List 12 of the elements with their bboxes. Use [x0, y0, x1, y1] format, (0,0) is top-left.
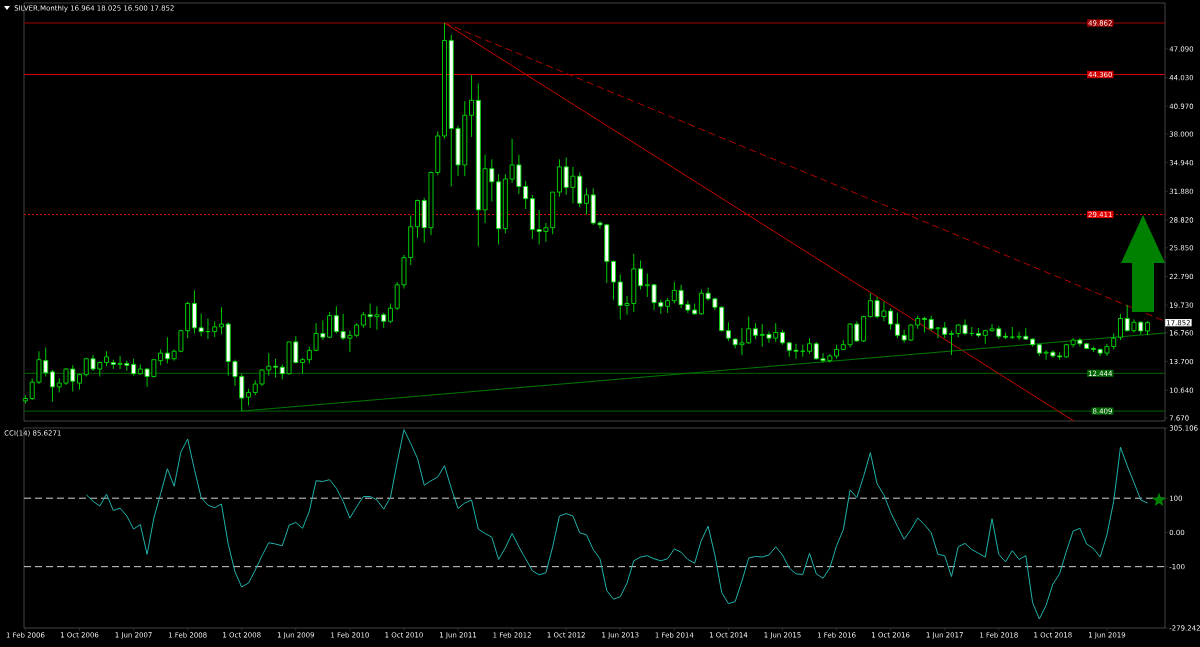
candlestick — [921, 316, 927, 333]
candlestick — [948, 330, 954, 356]
candlestick — [469, 74, 475, 138]
candlestick — [583, 187, 589, 216]
candlestick — [49, 369, 55, 403]
candlestick — [218, 306, 224, 335]
candlestick — [387, 303, 393, 324]
candlestick — [273, 358, 278, 378]
candlestick — [611, 259, 616, 301]
candlestick — [638, 259, 644, 290]
line-series — [85, 429, 1148, 620]
candlestick — [1117, 313, 1123, 341]
